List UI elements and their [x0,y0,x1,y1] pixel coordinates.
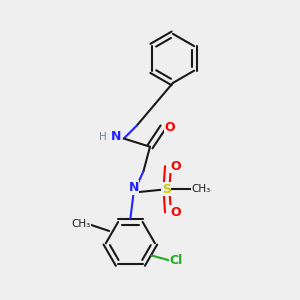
Text: O: O [170,160,181,173]
Text: N: N [128,181,139,194]
Text: CH₃: CH₃ [191,184,210,194]
Text: CH₃: CH₃ [72,219,91,230]
Text: H: H [99,132,106,142]
Text: O: O [164,121,175,134]
Text: O: O [170,206,181,219]
Text: Cl: Cl [169,254,183,267]
Text: N: N [110,130,121,143]
Text: S: S [162,183,171,196]
